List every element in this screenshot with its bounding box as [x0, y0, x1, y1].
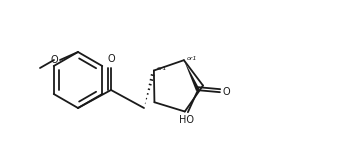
Text: O: O [223, 87, 231, 97]
Polygon shape [184, 60, 200, 91]
Text: O: O [107, 54, 115, 64]
Text: HO: HO [179, 115, 194, 125]
Text: O: O [50, 55, 58, 65]
Text: or1: or1 [157, 66, 167, 71]
Text: or1: or1 [187, 56, 197, 61]
